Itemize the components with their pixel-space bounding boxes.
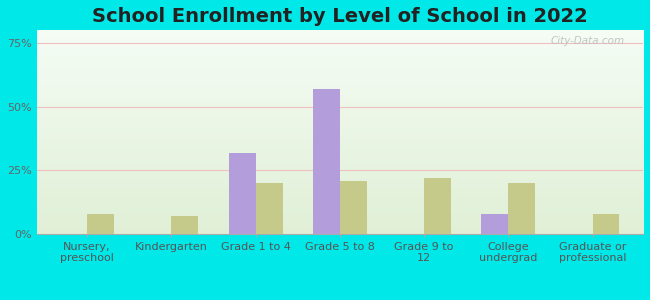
Bar <box>340 181 367 234</box>
Bar <box>593 214 619 234</box>
Bar <box>481 214 508 234</box>
Bar <box>424 178 451 234</box>
Bar <box>508 183 535 234</box>
Bar <box>87 214 114 234</box>
Bar <box>255 183 283 234</box>
Text: City-Data.com: City-Data.com <box>551 36 625 46</box>
Bar <box>229 152 255 234</box>
Title: School Enrollment by Level of School in 2022: School Enrollment by Level of School in … <box>92 7 588 26</box>
Bar <box>313 89 340 234</box>
Bar <box>172 216 198 234</box>
